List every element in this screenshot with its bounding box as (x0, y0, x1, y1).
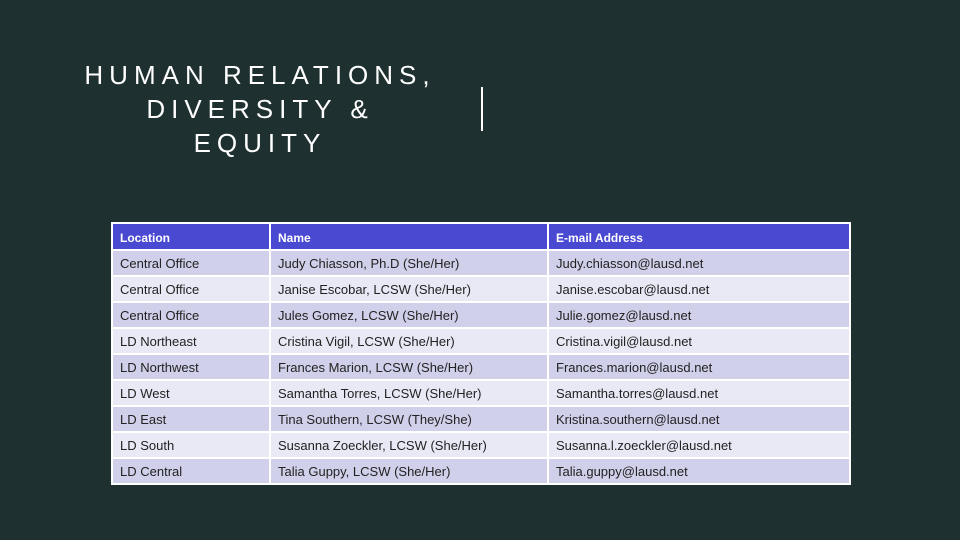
table-row: Central Office Jules Gomez, LCSW (She/He… (111, 301, 851, 329)
cell-location: LD West (111, 379, 271, 407)
cell-email: Julie.gomez@lausd.net (547, 301, 851, 329)
table-row: LD East Tina Southern, LCSW (They/She) K… (111, 405, 851, 433)
cell-name: Jules Gomez, LCSW (She/Her) (269, 301, 549, 329)
title-line-3: EQUITY (193, 128, 327, 158)
table-row: LD Northwest Frances Marion, LCSW (She/H… (111, 353, 851, 381)
table-row: Central Office Janise Escobar, LCSW (She… (111, 275, 851, 303)
cell-name: Frances Marion, LCSW (She/Her) (269, 353, 549, 381)
cell-email: Kristina.southern@lausd.net (547, 405, 851, 433)
cell-email: Cristina.vigil@lausd.net (547, 327, 851, 355)
contact-table-container: Location Name E-mail Address Central Off… (111, 222, 851, 485)
table-row: LD West Samantha Torres, LCSW (She/Her) … (111, 379, 851, 407)
cell-location: Central Office (111, 275, 271, 303)
cell-location: LD Northwest (111, 353, 271, 381)
contact-table: Location Name E-mail Address Central Off… (111, 222, 851, 485)
header-location: Location (111, 222, 271, 251)
header-name: Name (269, 222, 549, 251)
cell-email: Judy.chiasson@lausd.net (547, 249, 851, 277)
title-divider (481, 87, 483, 131)
cell-name: Tina Southern, LCSW (They/She) (269, 405, 549, 433)
title-line-1: HUMAN RELATIONS, (84, 60, 436, 90)
cell-email: Samantha.torres@lausd.net (547, 379, 851, 407)
cell-location: LD East (111, 405, 271, 433)
table-header-row: Location Name E-mail Address (111, 222, 851, 251)
cell-location: LD Central (111, 457, 271, 485)
table-row: LD South Susanna Zoeckler, LCSW (She/Her… (111, 431, 851, 459)
cell-name: Susanna Zoeckler, LCSW (She/Her) (269, 431, 549, 459)
cell-location: Central Office (111, 301, 271, 329)
title-line-2: DIVERSITY & (146, 94, 374, 124)
slide-title: HUMAN RELATIONS, DIVERSITY & EQUITY (60, 58, 460, 160)
cell-location: Central Office (111, 249, 271, 277)
cell-location: LD Northeast (111, 327, 271, 355)
cell-name: Cristina Vigil, LCSW (She/Her) (269, 327, 549, 355)
cell-email: Susanna.l.zoeckler@lausd.net (547, 431, 851, 459)
cell-name: Judy Chiasson, Ph.D (She/Her) (269, 249, 549, 277)
cell-email: Talia.guppy@lausd.net (547, 457, 851, 485)
table-row: LD Northeast Cristina Vigil, LCSW (She/H… (111, 327, 851, 355)
cell-name: Samantha Torres, LCSW (She/Her) (269, 379, 549, 407)
cell-name: Janise Escobar, LCSW (She/Her) (269, 275, 549, 303)
cell-location: LD South (111, 431, 271, 459)
table-row: Central Office Judy Chiasson, Ph.D (She/… (111, 249, 851, 277)
header-email: E-mail Address (547, 222, 851, 251)
cell-email: Janise.escobar@lausd.net (547, 275, 851, 303)
cell-email: Frances.marion@lausd.net (547, 353, 851, 381)
table-row: LD Central Talia Guppy, LCSW (She/Her) T… (111, 457, 851, 485)
cell-name: Talia Guppy, LCSW (She/Her) (269, 457, 549, 485)
